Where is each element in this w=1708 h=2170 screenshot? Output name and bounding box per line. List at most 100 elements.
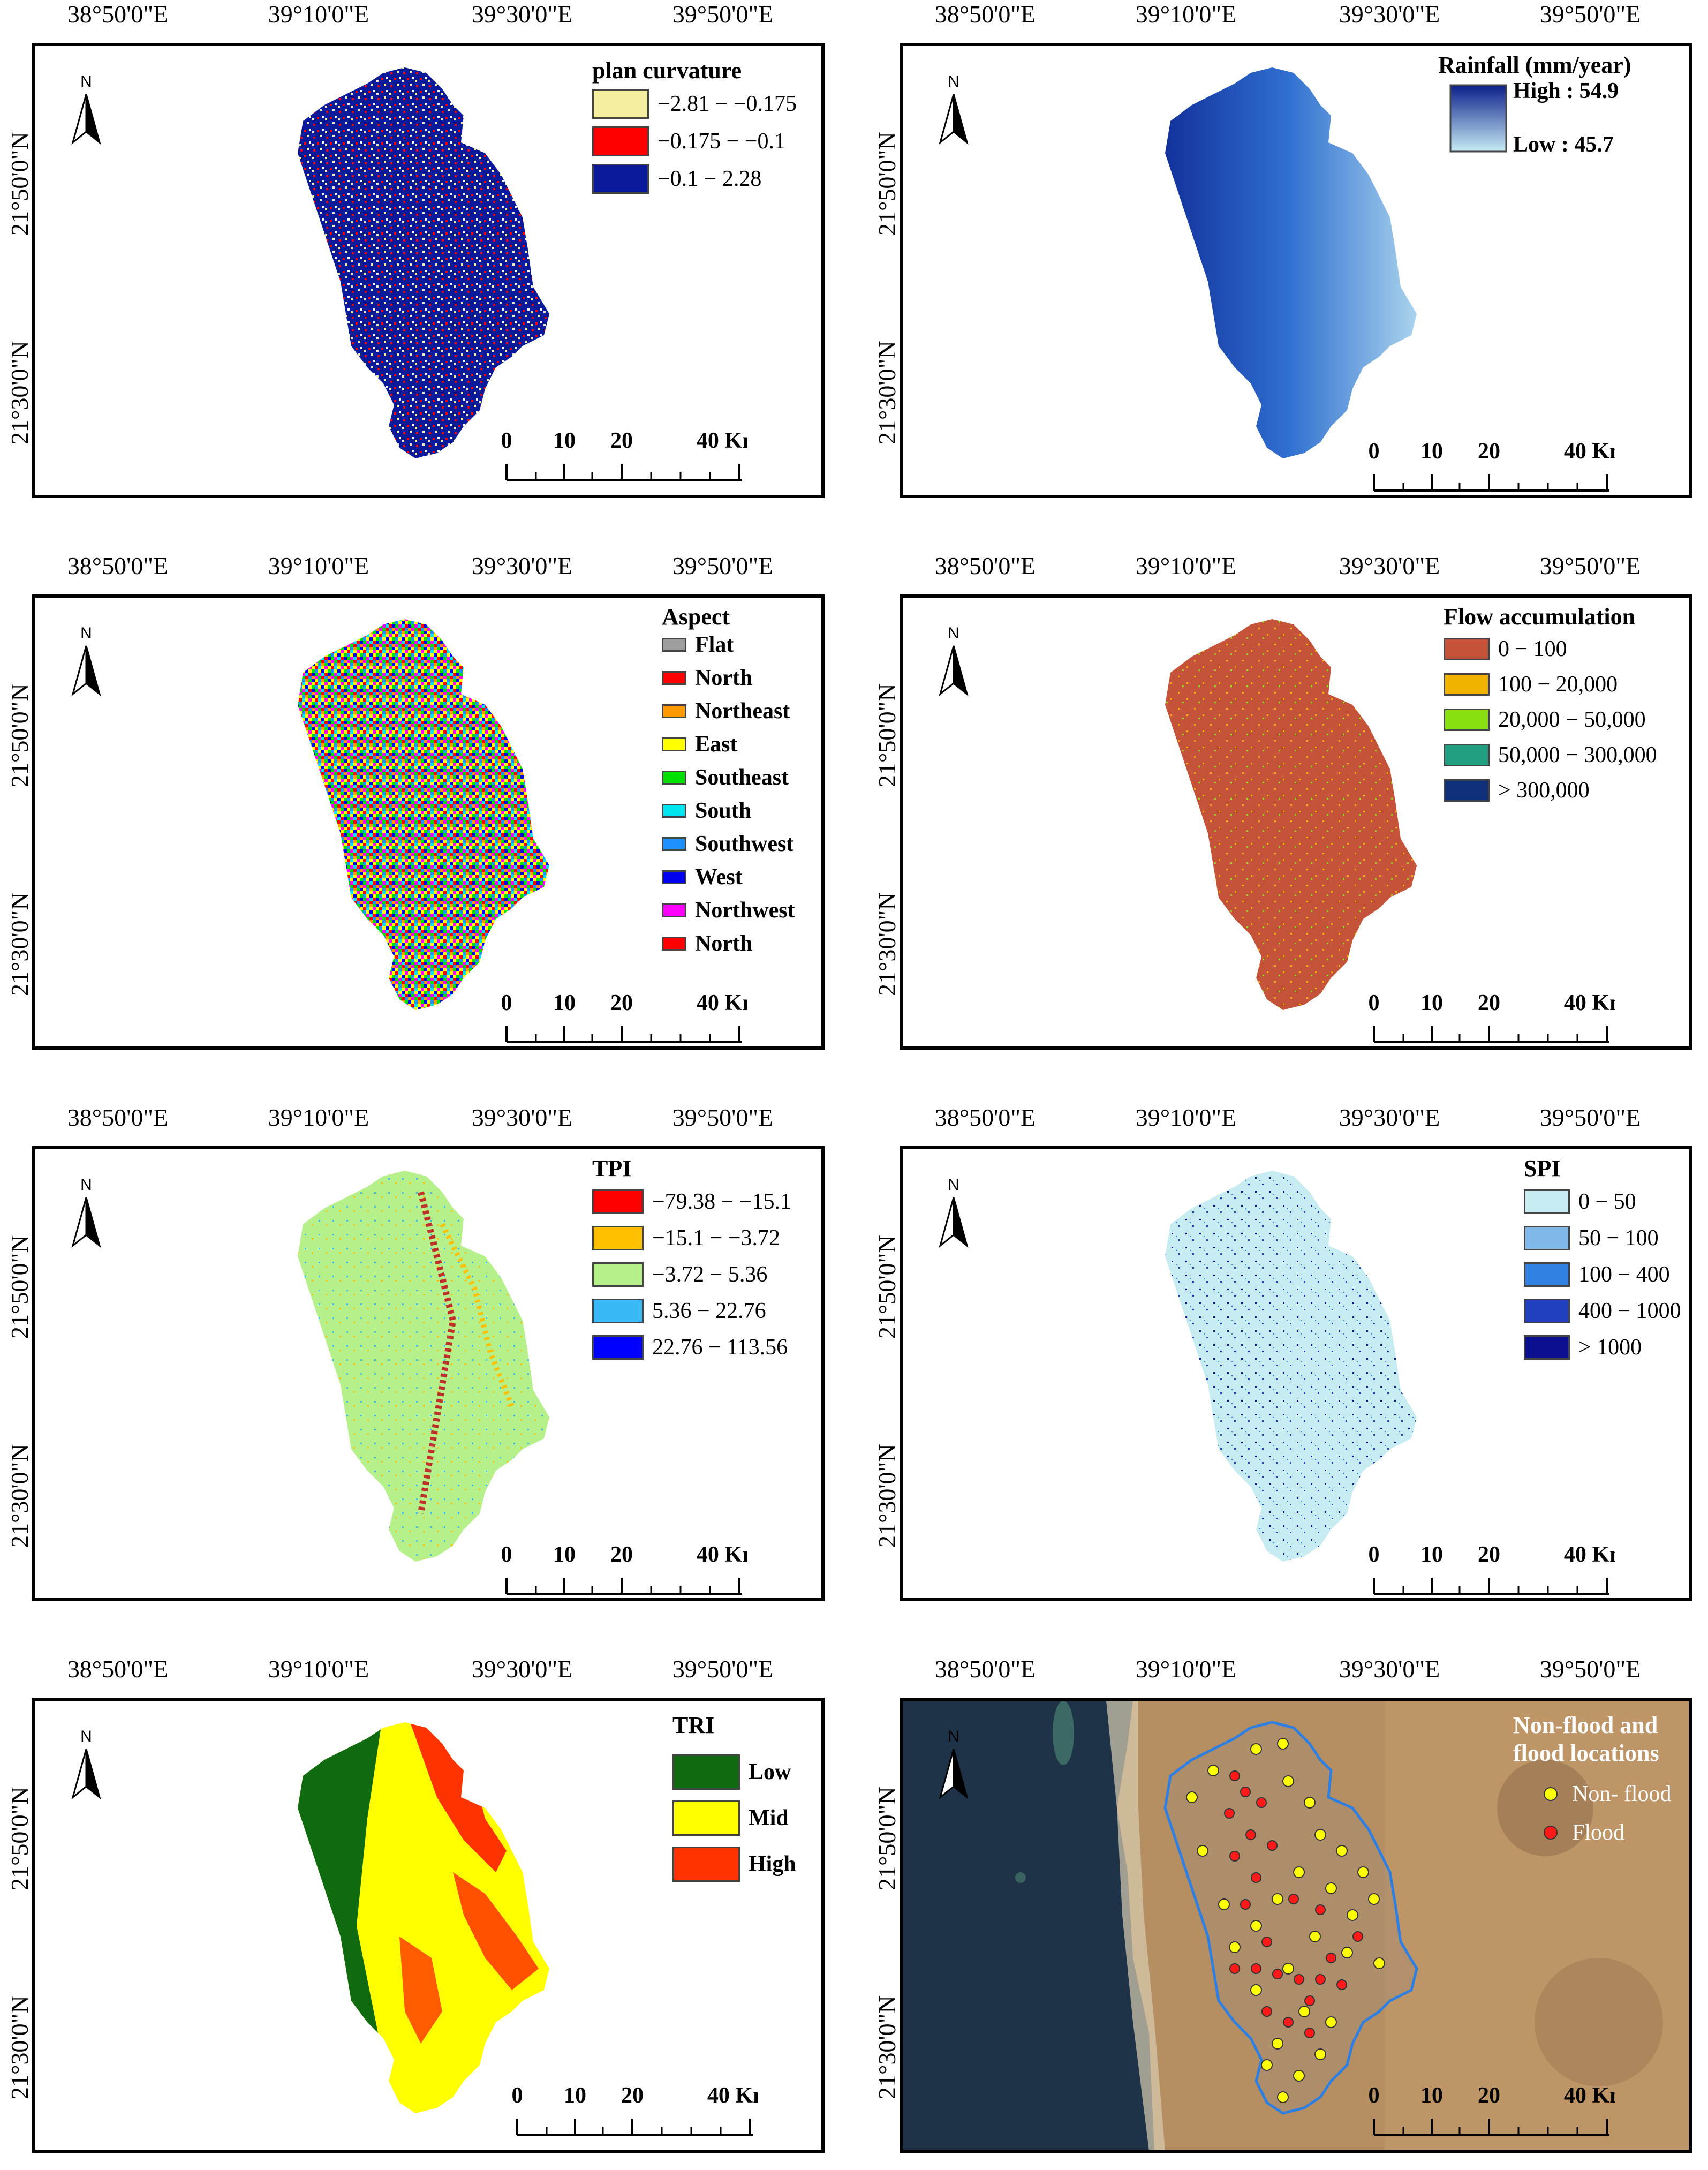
legend-item: 5.36 − 22.76 xyxy=(592,1298,766,1324)
svg-text:40 Km: 40 Km xyxy=(1564,1542,1615,1567)
lon-label-1: 38°50'0"E xyxy=(934,1104,1036,1131)
rainfall-color-ramp xyxy=(1449,84,1507,153)
legend-item: −79.38 − −15.1 xyxy=(592,1189,791,1215)
map-frame: N TRI Low Mid High 0 10 20 40 Km xyxy=(32,1698,825,2153)
svg-text:20: 20 xyxy=(1478,2083,1500,2108)
basin-outline xyxy=(1163,1721,1418,2115)
lon-label-2: 39°10'0"E xyxy=(268,1104,369,1131)
lat-label-2: 21°30'0"N xyxy=(873,1444,901,1548)
legend-high: High : 54.9 xyxy=(1513,79,1619,103)
map-frame: N Rainfall (mm/year) High : 54.9 Low : 4… xyxy=(900,43,1692,498)
lat-label-1: 21°50'0"N xyxy=(6,1787,33,1890)
legend-item: Low xyxy=(672,1754,791,1790)
basin-shape xyxy=(298,619,549,1010)
legend-item: > 300,000 xyxy=(1444,778,1590,803)
panel-flow-accumulation: 38°50'0"E 39°10'0"E 39°30'0"E 39°50'0"E … xyxy=(867,552,1692,1050)
lon-label-4: 39°50'0"E xyxy=(672,1,774,28)
map-frame: N Aspect Flat North Northeast East South… xyxy=(32,594,825,1050)
lon-label-2: 39°10'0"E xyxy=(268,1655,369,1683)
lon-label-4: 39°50'0"E xyxy=(672,552,774,579)
legend-item: −2.81 − −0.175 xyxy=(592,89,797,119)
legend-item: Southeast xyxy=(662,765,789,790)
lat-label-2: 21°30'0"N xyxy=(873,892,901,996)
legend-item: Northeast xyxy=(662,698,790,724)
north-arrow-icon: N xyxy=(67,1728,105,1805)
legend-item: 50,000 − 300,000 xyxy=(1444,742,1657,768)
lon-label-4: 39°50'0"E xyxy=(1539,1,1641,28)
legend-item: −0.1 − 2.28 xyxy=(592,164,761,194)
legend-title: TPI xyxy=(592,1155,632,1181)
north-arrow-icon: N xyxy=(935,1728,972,1805)
svg-text:10: 10 xyxy=(1420,2083,1443,2108)
panel-tpi: 38°50'0"E 39°10'0"E 39°30'0"E 39°50'0"E … xyxy=(0,1103,825,1601)
scale-bar: 0 10 20 40 Km xyxy=(1369,991,1615,1043)
legend-item: North xyxy=(662,665,752,691)
lat-label-2: 21°30'0"N xyxy=(873,1995,901,2099)
panel-tri: 38°50'0"E 39°10'0"E 39°30'0"E 39°50'0"E … xyxy=(0,1655,825,2153)
svg-text:10: 10 xyxy=(553,428,576,453)
lon-label-4: 39°50'0"E xyxy=(672,1655,774,1683)
svg-text:N: N xyxy=(948,624,959,642)
legend-low: Low : 45.7 xyxy=(1513,132,1614,157)
lat-label-2: 21°30'0"N xyxy=(6,1995,33,2099)
lon-label-1: 38°50'0"E xyxy=(67,552,169,579)
svg-text:40 Km: 40 Km xyxy=(697,991,747,1015)
svg-text:N: N xyxy=(80,73,92,91)
scale-bar: 0 10 20 40 Km xyxy=(1369,439,1615,492)
svg-text:0: 0 xyxy=(501,428,512,453)
lon-label-4: 39°50'0"E xyxy=(672,1104,774,1131)
svg-text:N: N xyxy=(948,1728,959,1745)
panel-aspect: 38°50'0"E 39°10'0"E 39°30'0"E 39°50'0"E … xyxy=(0,552,825,1050)
lon-label-1: 38°50'0"E xyxy=(67,1104,169,1131)
basin-shape xyxy=(1165,67,1417,458)
north-arrow-icon: N xyxy=(935,624,972,702)
legend-item: −15.1 − −3.72 xyxy=(592,1225,780,1251)
scale-bar: 0 10 20 40 Km xyxy=(1369,1542,1615,1595)
lon-label-3: 39°30'0"E xyxy=(1339,1104,1440,1131)
svg-text:0: 0 xyxy=(1369,1542,1380,1567)
lon-label-1: 38°50'0"E xyxy=(67,1655,169,1683)
legend-title-line1: Non-flood and xyxy=(1513,1712,1658,1738)
legend-item: Northwest xyxy=(662,898,795,923)
legend-title: plan curvature xyxy=(592,57,742,84)
svg-text:40 Km: 40 Km xyxy=(1564,2083,1615,2108)
scale-bar: 0 10 20 40 Km xyxy=(501,991,747,1043)
svg-text:N: N xyxy=(80,624,92,642)
legend-item-flood: Flood xyxy=(1540,1820,1624,1845)
basin-shape xyxy=(1165,1171,1417,1562)
legend-item: North xyxy=(662,931,752,956)
svg-text:0: 0 xyxy=(1369,2083,1380,2108)
scale-bar: 0 10 20 40 Km xyxy=(501,428,747,481)
lat-label-1: 21°50'0"N xyxy=(6,1235,33,1339)
legend-item: 22.76 − 113.56 xyxy=(592,1335,788,1360)
legend-item: −3.72 − 5.36 xyxy=(592,1262,767,1287)
map-frame: N Flow accumulation 0 − 100 100 − 20,000… xyxy=(900,594,1692,1050)
legend-item: 0 − 100 xyxy=(1444,636,1567,662)
svg-text:10: 10 xyxy=(564,2083,586,2108)
map-frame: N plan curvature −2.81 − −0.175 −0.175 −… xyxy=(32,43,825,498)
lat-label-1: 21°50'0"N xyxy=(873,132,901,236)
svg-text:10: 10 xyxy=(553,991,576,1015)
legend-item: Southwest xyxy=(662,831,793,857)
svg-text:N: N xyxy=(948,73,959,91)
scale-bar: 0 10 20 40 Km xyxy=(1369,2083,1615,2136)
scale-bar: 0 10 20 40 Km xyxy=(501,1542,747,1595)
legend-item: South xyxy=(662,798,751,824)
legend-title-line2: flood locations xyxy=(1513,1740,1659,1766)
map-frame: N TPI −79.38 − −15.1 −15.1 − −3.72 −3.72… xyxy=(32,1146,825,1601)
lat-label-1: 21°50'0"N xyxy=(873,1235,901,1339)
lat-label-1: 21°50'0"N xyxy=(6,683,33,787)
scale-bar: 0 10 20 40 Km xyxy=(512,2083,758,2136)
svg-text:20: 20 xyxy=(1478,1542,1500,1567)
lon-label-1: 38°50'0"E xyxy=(934,1,1036,28)
lon-label-3: 39°30'0"E xyxy=(471,1655,573,1683)
legend-item: 100 − 20,000 xyxy=(1444,672,1618,697)
legend-item: > 1000 xyxy=(1524,1335,1642,1360)
legend-item: 400 − 1000 xyxy=(1524,1298,1681,1324)
svg-text:N: N xyxy=(80,1176,92,1194)
north-arrow-icon: N xyxy=(935,1176,972,1254)
lon-label-2: 39°10'0"E xyxy=(1135,1,1237,28)
lon-label-2: 39°10'0"E xyxy=(1135,1104,1237,1131)
svg-text:40 Km: 40 Km xyxy=(697,428,747,453)
svg-text:20: 20 xyxy=(1478,991,1500,1015)
